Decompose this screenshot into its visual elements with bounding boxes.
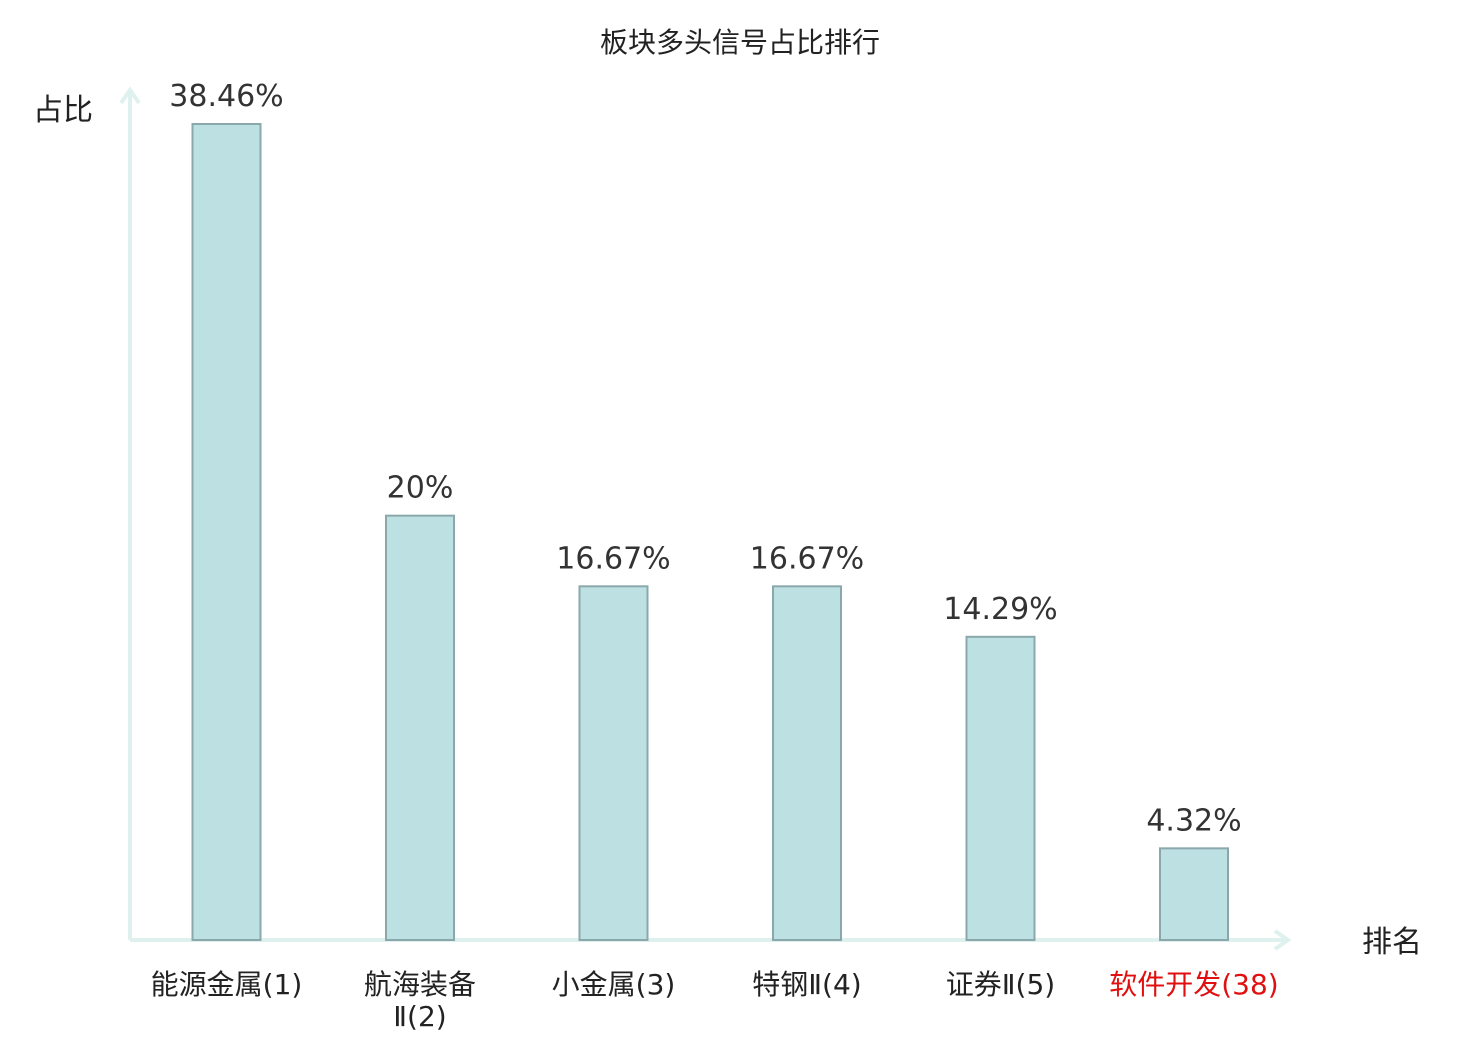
x-axis-label: 排名 xyxy=(1362,925,1422,960)
x-tick-labels: 能源金属(1) 航海装备 Ⅱ(2) 小金属(3) 特钢Ⅱ(4) 证券Ⅱ(5) 软件开发(38… xyxy=(151,968,1279,1033)
bar-series xyxy=(191,123,1229,941)
bar-value-label: 20% xyxy=(387,471,454,506)
bar xyxy=(578,585,649,941)
x-tick-label: 证券Ⅱ(5) xyxy=(946,968,1055,1001)
bar xyxy=(191,123,262,941)
y-axis-arrow-icon xyxy=(119,86,141,105)
bar-value-label: 14.29% xyxy=(943,592,1057,627)
bar xyxy=(772,585,842,941)
bar xyxy=(385,514,455,941)
bar-value-label: 38.46% xyxy=(169,79,283,114)
x-axis-arrow-icon xyxy=(1273,929,1292,951)
x-tick-label: 能源金属(1) xyxy=(151,968,303,1001)
chart-axes xyxy=(119,86,1292,951)
x-tick-label: 特钢Ⅱ(4) xyxy=(752,968,861,1001)
x-tick-label: 软件开发(38) xyxy=(1109,968,1278,1001)
x-tick-label: 航海装备 Ⅱ(2) xyxy=(364,968,476,1033)
bar-value-label: 16.67% xyxy=(556,541,670,576)
x-tick-label: 小金属(3) xyxy=(552,968,676,1001)
value-labels: 38.46% 20% 16.67% 16.67% 14.29% 4.32% xyxy=(169,79,1241,838)
chart-title: 板块多头信号占比排行 xyxy=(600,26,880,59)
y-axis-label: 占比 xyxy=(33,93,93,128)
bar-value-label: 16.67% xyxy=(750,541,864,576)
bar-value-label: 4.32% xyxy=(1146,803,1241,838)
bar xyxy=(1159,847,1229,941)
bar xyxy=(965,635,1036,941)
